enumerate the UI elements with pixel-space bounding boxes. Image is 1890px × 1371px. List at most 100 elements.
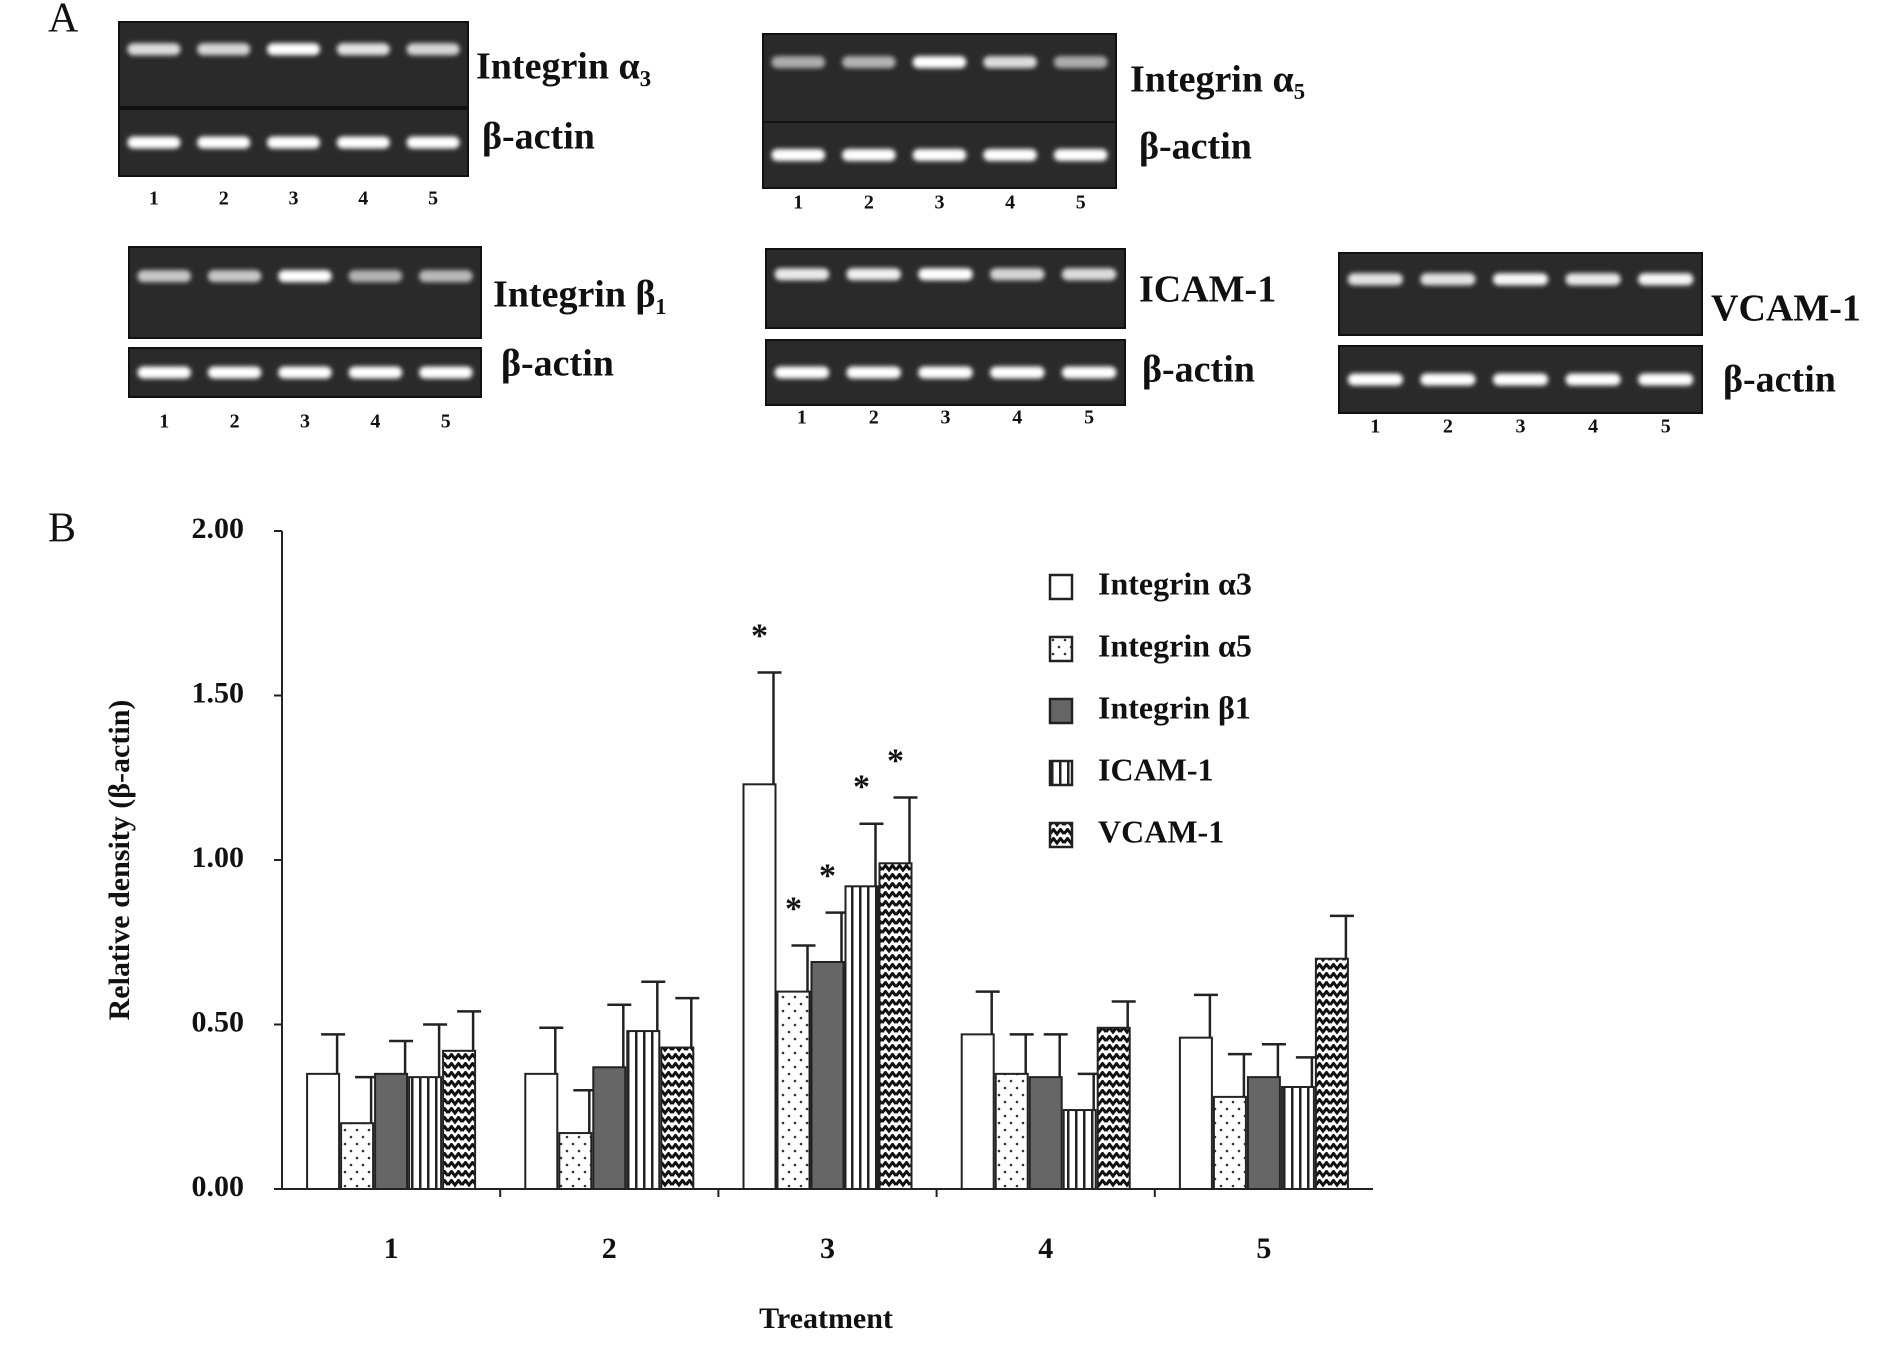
gel-band bbox=[419, 366, 473, 379]
gel-target-label: Integrin β₁ bbox=[493, 274, 667, 316]
gel-target-label: VCAM-1 bbox=[1711, 288, 1861, 330]
gel-band bbox=[336, 136, 390, 149]
lane-label: 3 bbox=[935, 192, 945, 214]
gel-band bbox=[1053, 149, 1108, 161]
lane-label: 2 bbox=[1443, 416, 1453, 438]
lane-label: 3 bbox=[1516, 416, 1526, 438]
x-tick-label: 3 bbox=[820, 1232, 835, 1265]
gel-band bbox=[1638, 373, 1694, 386]
y-axis-title: Relative density (β-actin) bbox=[103, 700, 136, 1021]
significance-marker: * bbox=[887, 742, 904, 779]
bar bbox=[524, 1072, 559, 1190]
gel-band bbox=[983, 149, 1037, 161]
gel-band bbox=[1061, 366, 1117, 379]
lane-label: 5 bbox=[1084, 407, 1094, 429]
panel-label: B bbox=[48, 506, 76, 552]
lane-label: 4 bbox=[1005, 192, 1015, 214]
bar bbox=[1314, 957, 1349, 1191]
gel-control-label: β-actin bbox=[1723, 359, 1836, 401]
gel-band bbox=[842, 149, 896, 161]
lane-label: 4 bbox=[1012, 407, 1022, 429]
gel-band bbox=[771, 56, 826, 69]
bar bbox=[660, 1046, 695, 1191]
legend-label: VCAM-1 bbox=[1098, 813, 1224, 849]
legend-label: Integrin β1 bbox=[1098, 689, 1251, 725]
bar bbox=[442, 1049, 477, 1190]
y-tick-label: 0.50 bbox=[192, 1005, 245, 1038]
lane-label: 2 bbox=[219, 188, 229, 210]
gel-band bbox=[990, 268, 1045, 281]
bar bbox=[1280, 1086, 1315, 1191]
panel-label: A bbox=[48, 0, 79, 42]
lane-label: 5 bbox=[1661, 416, 1671, 438]
gel-band bbox=[918, 366, 973, 379]
gel-band bbox=[918, 268, 973, 281]
gel-band bbox=[1347, 373, 1403, 386]
gel-band bbox=[266, 43, 321, 56]
lane-label: 3 bbox=[941, 407, 951, 429]
gel-band bbox=[1347, 273, 1403, 286]
gel-band bbox=[846, 366, 901, 379]
lane-label: 3 bbox=[289, 188, 299, 210]
bar bbox=[878, 862, 913, 1190]
lane-label: 2 bbox=[864, 192, 874, 214]
gel-band bbox=[197, 136, 251, 149]
gel-band bbox=[1565, 273, 1621, 286]
bar bbox=[340, 1122, 375, 1190]
bar bbox=[408, 1076, 443, 1191]
gel-band bbox=[1492, 373, 1549, 386]
gel-panel bbox=[765, 248, 1126, 329]
x-tick-label: 1 bbox=[384, 1232, 399, 1265]
bar bbox=[844, 885, 879, 1190]
gel-band bbox=[771, 149, 826, 161]
gel-panel bbox=[1338, 252, 1703, 336]
lane-label: 1 bbox=[159, 411, 169, 433]
lane-label: 5 bbox=[1076, 192, 1086, 214]
significance-marker: * bbox=[819, 857, 836, 894]
lane-label: 3 bbox=[300, 411, 310, 433]
gel-band bbox=[1492, 273, 1549, 286]
gel-band bbox=[127, 136, 181, 149]
gel-band bbox=[1565, 373, 1621, 386]
gel-band bbox=[278, 270, 332, 283]
y-tick-label: 0.00 bbox=[192, 1170, 245, 1203]
gel-band bbox=[842, 56, 896, 69]
gel-target-label: Integrin α₃ bbox=[476, 46, 651, 88]
bar bbox=[776, 990, 811, 1190]
gel-band bbox=[278, 366, 332, 379]
bar bbox=[810, 960, 845, 1190]
legend-swatch bbox=[1048, 635, 1074, 663]
lane-label: 4 bbox=[358, 188, 368, 210]
gel-band bbox=[336, 43, 390, 56]
x-tick-label: 2 bbox=[602, 1232, 617, 1265]
bar bbox=[1178, 1036, 1213, 1191]
gel-band bbox=[774, 268, 830, 281]
gel-band bbox=[406, 43, 460, 56]
significance-marker: * bbox=[785, 890, 802, 927]
bar bbox=[1096, 1026, 1131, 1191]
x-tick-label: 5 bbox=[1256, 1232, 1271, 1265]
legend-swatch bbox=[1048, 573, 1074, 601]
gel-band bbox=[912, 56, 967, 69]
gel-band bbox=[419, 270, 473, 283]
lane-label: 1 bbox=[1370, 416, 1380, 438]
gel-control-label: β-actin bbox=[501, 343, 614, 385]
bar bbox=[960, 1033, 995, 1190]
gel-band bbox=[774, 366, 830, 379]
gel-band bbox=[207, 366, 262, 379]
gel-band bbox=[406, 136, 460, 149]
gel-control-label: β-actin bbox=[1142, 349, 1255, 391]
legend-swatch bbox=[1048, 821, 1074, 849]
gel-panel bbox=[762, 33, 1117, 123]
gel-band bbox=[983, 56, 1037, 69]
gel-control-label: β-actin bbox=[482, 116, 595, 158]
gel-band bbox=[1638, 273, 1694, 286]
gel-target-label: ICAM-1 bbox=[1139, 269, 1276, 311]
gel-band bbox=[348, 270, 403, 283]
gel-band bbox=[990, 366, 1045, 379]
y-tick-label: 1.00 bbox=[192, 841, 245, 874]
lane-label: 4 bbox=[1588, 416, 1598, 438]
x-tick-label: 4 bbox=[1038, 1232, 1053, 1265]
gel-band bbox=[137, 366, 191, 379]
